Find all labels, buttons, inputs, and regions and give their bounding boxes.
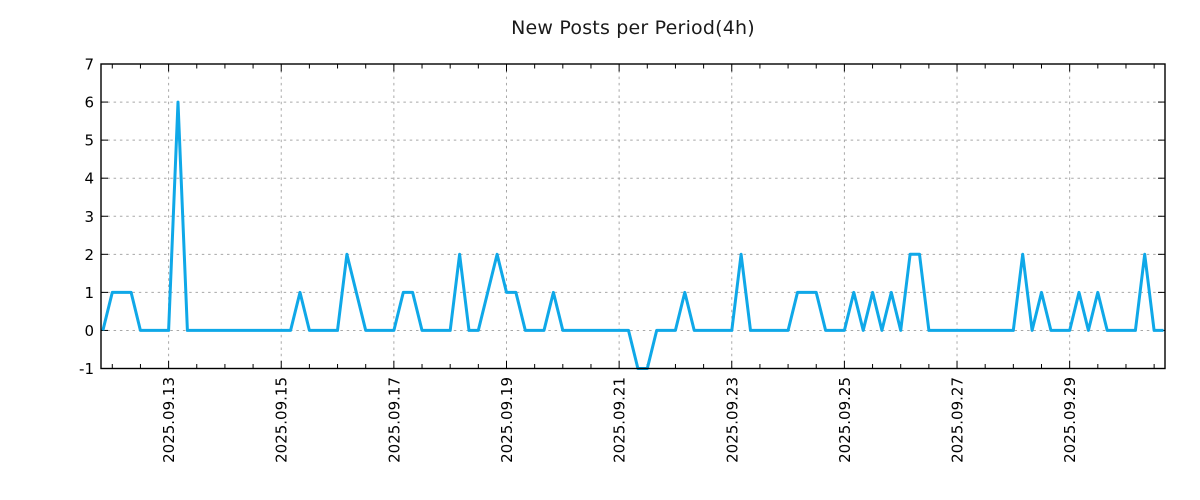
y-axis-labels: 7 6 5 4 3 2 1 0 -1 <box>79 56 94 379</box>
x-tick-label: 2025.09.15 <box>273 377 291 463</box>
y-tick-label: 3 <box>84 208 94 226</box>
x-tick-label: 2025.09.25 <box>836 377 854 463</box>
series-line <box>101 100 1164 370</box>
x-tick-label: 2025.09.27 <box>949 377 967 463</box>
y-tick-label: 6 <box>84 94 94 112</box>
y-tick-label: 5 <box>84 132 94 150</box>
x-axis-labels: 2025.09.13 2025.09.15 2025.09.17 2025.09.19… <box>160 377 1079 463</box>
grid-lines <box>101 64 1165 369</box>
y-tick-label: 2 <box>84 246 94 264</box>
x-tick-label: 2025.09.29 <box>1061 377 1079 463</box>
y-tick-label: 1 <box>84 284 94 302</box>
plot-border <box>100 63 1166 370</box>
x-tick-label: 2025.09.17 <box>385 377 403 463</box>
y-tick-label: 4 <box>84 170 94 188</box>
axis-ticks <box>101 63 1165 369</box>
x-tick-label: 2025.09.19 <box>498 377 516 463</box>
y-tick-label: 0 <box>84 322 94 340</box>
x-tick-label: 2025.09.21 <box>611 377 629 463</box>
x-tick-label: 2025.09.23 <box>723 377 741 463</box>
x-tick-label: 2025.09.13 <box>160 377 178 463</box>
y-tick-label: -1 <box>79 360 94 378</box>
chart-title: New Posts per Period(4h) <box>511 17 755 39</box>
y-tick-label: 7 <box>84 56 94 74</box>
